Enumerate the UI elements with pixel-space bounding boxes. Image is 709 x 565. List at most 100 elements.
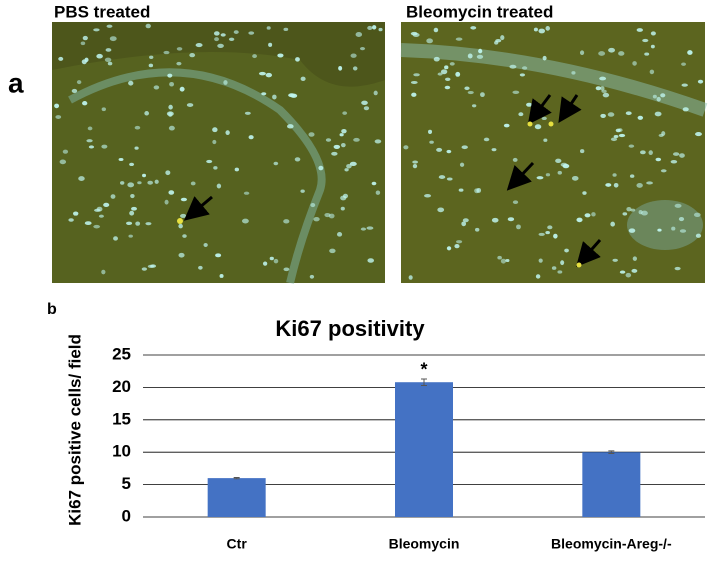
nucleus: [526, 102, 533, 107]
nucleus: [178, 223, 183, 229]
nucleus: [163, 50, 170, 55]
nucleus: [361, 100, 368, 105]
nucleus: [153, 85, 160, 90]
image-title: Bleomycin treated: [406, 2, 553, 21]
nucleus: [340, 142, 346, 148]
nucleus: [644, 52, 650, 56]
y-tick-label: 0: [122, 506, 131, 525]
nucleus: [212, 127, 218, 133]
nucleus: [538, 28, 546, 34]
nucleus: [545, 173, 551, 177]
nucleus: [454, 243, 460, 249]
nucleus: [87, 126, 93, 131]
nucleus: [353, 137, 360, 142]
panel-label: a: [8, 67, 24, 98]
error-bar: [608, 450, 615, 454]
nucleus: [598, 51, 606, 56]
nucleus: [599, 76, 607, 81]
x-tick-label: Ctr: [227, 536, 248, 552]
nucleus: [101, 144, 108, 149]
nucleus: [512, 157, 518, 162]
nucleus: [110, 194, 116, 199]
nucleus: [294, 157, 301, 162]
nucleus: [591, 212, 596, 217]
nucleus: [674, 266, 681, 271]
error-bar: [233, 476, 240, 480]
nucleus: [272, 94, 277, 100]
nucleus: [93, 28, 100, 32]
chart-title: Ki67 positivity: [275, 316, 425, 341]
nucleus: [500, 35, 505, 41]
nucleus: [113, 236, 118, 241]
nucleus: [336, 232, 343, 237]
nucleus: [104, 57, 112, 62]
nucleus: [107, 61, 113, 66]
nucleus: [129, 210, 135, 216]
nucleus: [632, 61, 637, 66]
nucleus: [145, 222, 152, 226]
nucleus: [547, 225, 553, 230]
nucleus: [491, 148, 497, 152]
nucleus: [628, 228, 636, 233]
nucleus: [682, 107, 689, 112]
nucleus: [213, 166, 218, 170]
nucleus: [505, 258, 510, 263]
nucleus: [261, 92, 267, 96]
nucleus: [562, 163, 570, 169]
nucleus: [340, 195, 347, 201]
nucleus: [638, 209, 643, 215]
nucleus: [144, 111, 150, 116]
nucleus: [273, 258, 279, 264]
nucleus: [433, 27, 439, 33]
nucleus: [456, 240, 463, 244]
nucleus: [333, 144, 341, 149]
nucleus: [182, 234, 187, 238]
nucleus: [599, 86, 605, 91]
nucleus: [130, 193, 135, 199]
nucleus: [366, 226, 374, 230]
nucleus: [165, 170, 171, 176]
nucleus: [189, 52, 196, 58]
nucleus: [437, 207, 445, 213]
nucleus: [277, 53, 284, 58]
nucleus: [608, 47, 616, 53]
nucleus: [252, 54, 257, 59]
panel-label: b: [47, 301, 57, 318]
nucleus: [127, 182, 135, 188]
nucleus: [655, 157, 662, 162]
nucleus: [542, 55, 547, 61]
nucleus: [262, 261, 268, 266]
nucleus: [464, 86, 470, 91]
nucleus: [350, 53, 357, 58]
nucleus: [648, 150, 653, 156]
nucleus: [412, 164, 418, 169]
nucleus: [518, 112, 524, 117]
nucleus: [340, 206, 345, 211]
nucleus: [538, 258, 543, 263]
nucleus: [300, 189, 305, 193]
nucleus: [424, 193, 432, 198]
nucleus: [344, 168, 349, 172]
nucleus: [371, 181, 377, 186]
nucleus: [679, 229, 687, 233]
nucleus: [372, 25, 377, 30]
nucleus: [471, 104, 477, 108]
nucleus: [215, 253, 222, 258]
nucleus: [300, 76, 306, 82]
nucleus: [652, 94, 657, 99]
nucleus: [374, 139, 382, 144]
y-tick-label: 5: [122, 474, 131, 493]
nucleus: [467, 90, 474, 95]
nucleus: [148, 63, 154, 68]
nucleus: [449, 62, 455, 66]
nucleus: [629, 174, 635, 178]
nucleus: [331, 151, 338, 156]
nucleus: [436, 147, 443, 152]
nucleus: [510, 179, 515, 184]
nucleus: [216, 183, 222, 189]
nucleus: [82, 35, 88, 41]
nucleus: [168, 104, 173, 110]
nucleus: [78, 176, 85, 182]
nucleus: [411, 92, 417, 97]
nucleus: [58, 56, 64, 61]
